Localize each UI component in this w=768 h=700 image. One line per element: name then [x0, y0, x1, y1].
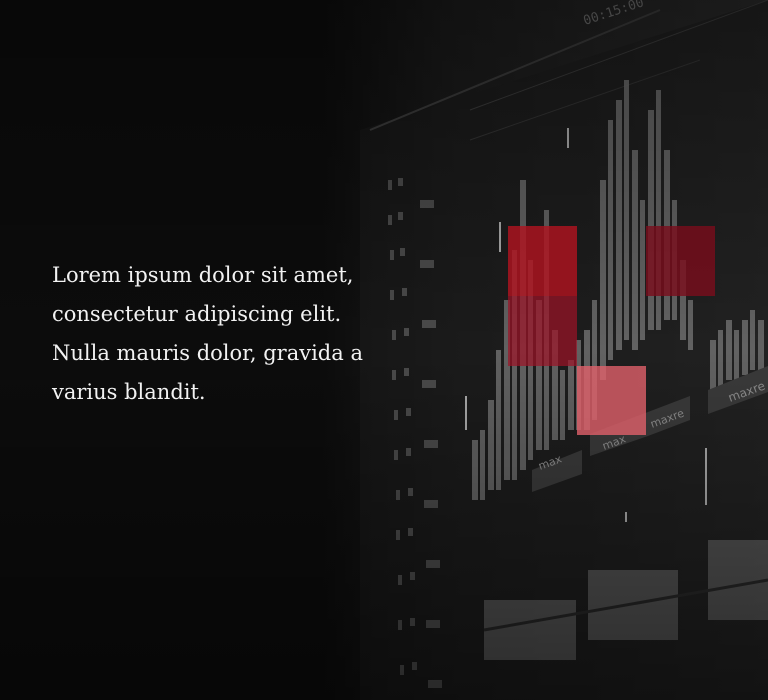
- hero-text: Lorem ipsum dolor sit amet, consectetur …: [52, 263, 363, 404]
- red-block-top: [508, 226, 577, 296]
- pink-block: [577, 366, 646, 435]
- red-block-middle: [508, 296, 577, 366]
- red-accent-blocks: [508, 226, 715, 435]
- dark-red-block: [646, 226, 715, 296]
